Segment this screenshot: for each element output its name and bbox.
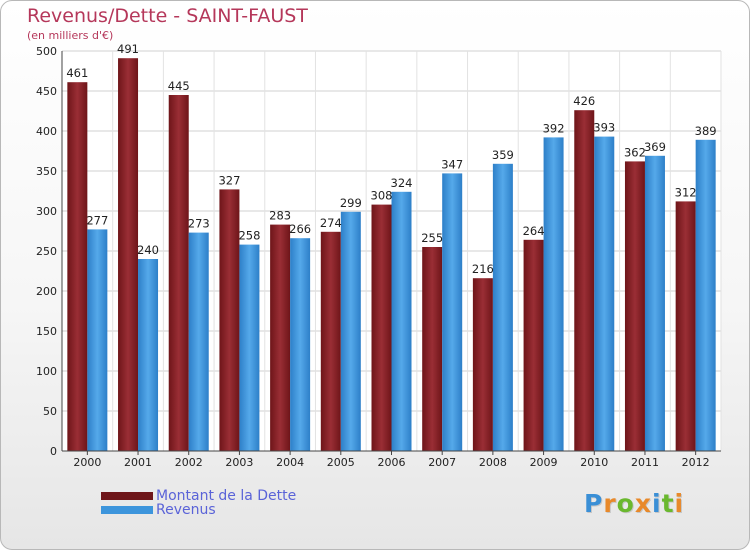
- x-tick-label: 2002: [175, 456, 203, 469]
- logo-letter: P: [584, 489, 604, 518]
- bar-revenus: [391, 191, 412, 452]
- bar-revenus: [594, 136, 615, 451]
- data-label-revenus: 266: [289, 222, 311, 236]
- x-tick-label: 2009: [530, 456, 558, 469]
- data-label-debt: 283: [269, 209, 291, 223]
- x-tick-label: 2003: [225, 456, 253, 469]
- x-tick-label: 2001: [124, 456, 152, 469]
- bar-revenus: [290, 238, 311, 451]
- x-tick-label: 2006: [378, 456, 406, 469]
- logo-letter: o: [616, 489, 635, 518]
- logo-letter: i: [674, 489, 685, 518]
- data-label-debt: 327: [218, 173, 240, 187]
- bar-revenus: [543, 137, 564, 451]
- bar-debt: [523, 239, 544, 451]
- x-tick-label: 2004: [276, 456, 304, 469]
- bar-debt: [320, 231, 341, 451]
- legend-label-debt: Montant de la Dette: [156, 488, 297, 504]
- data-label-debt: 312: [675, 185, 697, 199]
- y-tick-label: 450: [36, 85, 57, 98]
- y-tick-label: 0: [50, 445, 57, 458]
- bar-revenus: [87, 229, 108, 451]
- bar-revenus: [695, 139, 716, 452]
- bar-revenus: [138, 259, 159, 451]
- y-tick-label: 50: [43, 405, 57, 418]
- logo-letter: i: [652, 489, 662, 518]
- data-label-revenus: 392: [543, 121, 565, 135]
- data-label-revenus: 324: [391, 176, 413, 190]
- data-label-revenus: 393: [593, 121, 615, 135]
- x-tick-label: 2005: [327, 456, 355, 469]
- data-label-revenus: 240: [137, 243, 159, 257]
- data-label-revenus: 277: [86, 213, 108, 227]
- x-tick-label: 2011: [631, 456, 659, 469]
- bar-revenus: [239, 244, 260, 451]
- data-label-debt: 362: [624, 145, 646, 159]
- bar-debt: [422, 247, 443, 451]
- bar-debt: [624, 161, 645, 451]
- data-label-revenus: 273: [188, 217, 210, 231]
- data-label-debt: 308: [371, 189, 393, 203]
- data-label-debt: 274: [320, 216, 342, 230]
- bar-debt: [168, 95, 189, 451]
- bar-debt: [270, 224, 291, 451]
- bar-debt: [118, 58, 139, 451]
- y-tick-label: 150: [36, 325, 57, 338]
- bar-revenus: [188, 232, 209, 451]
- y-tick-label: 200: [36, 285, 57, 298]
- data-label-revenus: 347: [441, 157, 463, 171]
- legend-item-debt: Montant de la Dette: [101, 488, 297, 504]
- chart-title: Revenus/Dette - SAINT-FAUST: [27, 5, 308, 27]
- data-label-debt: 461: [66, 66, 88, 80]
- bar-debt: [675, 201, 696, 451]
- chart-subtitle: (en milliers d'€): [27, 29, 114, 42]
- legend-item-revenus: Revenus: [101, 502, 216, 518]
- data-label-revenus: 258: [238, 229, 260, 243]
- logo-letter: x: [634, 489, 652, 518]
- bar-debt: [574, 110, 595, 451]
- bar-revenus: [492, 163, 513, 452]
- x-tick-label: 2007: [428, 456, 456, 469]
- y-tick-label: 250: [36, 245, 57, 258]
- bar-debt: [371, 204, 392, 451]
- legend-label-revenus: Revenus: [156, 502, 216, 518]
- legend-swatch-revenus: [101, 506, 153, 514]
- y-tick-label: 400: [36, 125, 57, 138]
- x-tick-label: 2000: [73, 456, 101, 469]
- y-tick-label: 500: [36, 45, 57, 58]
- legend-swatch-debt: [101, 492, 153, 500]
- data-label-debt: 264: [523, 224, 545, 238]
- bar-debt: [67, 82, 88, 451]
- data-label-revenus: 369: [644, 140, 666, 154]
- data-label-debt: 255: [421, 231, 443, 245]
- bar-debt: [472, 278, 493, 451]
- data-label-debt: 426: [573, 94, 595, 108]
- bar-revenus: [340, 211, 361, 451]
- bar-revenus: [644, 155, 665, 452]
- x-tick-label: 2010: [580, 456, 608, 469]
- y-tick-label: 300: [36, 205, 57, 218]
- proxiti-logo: Proxiti: [584, 489, 684, 518]
- x-tick-label: 2008: [479, 456, 507, 469]
- data-label-revenus: 359: [492, 148, 514, 162]
- bar-revenus: [442, 173, 463, 451]
- logo-letter: t: [661, 489, 675, 518]
- y-tick-label: 100: [36, 365, 57, 378]
- bar-debt: [219, 189, 240, 451]
- data-label-debt: 491: [117, 42, 139, 56]
- data-label-debt: 445: [168, 79, 190, 93]
- data-label-revenus: 389: [695, 124, 717, 138]
- x-tick-label: 2012: [682, 456, 710, 469]
- data-label-debt: 216: [472, 262, 494, 276]
- logo-letter: r: [603, 489, 617, 518]
- y-tick-label: 350: [36, 165, 57, 178]
- data-label-revenus: 299: [340, 196, 362, 210]
